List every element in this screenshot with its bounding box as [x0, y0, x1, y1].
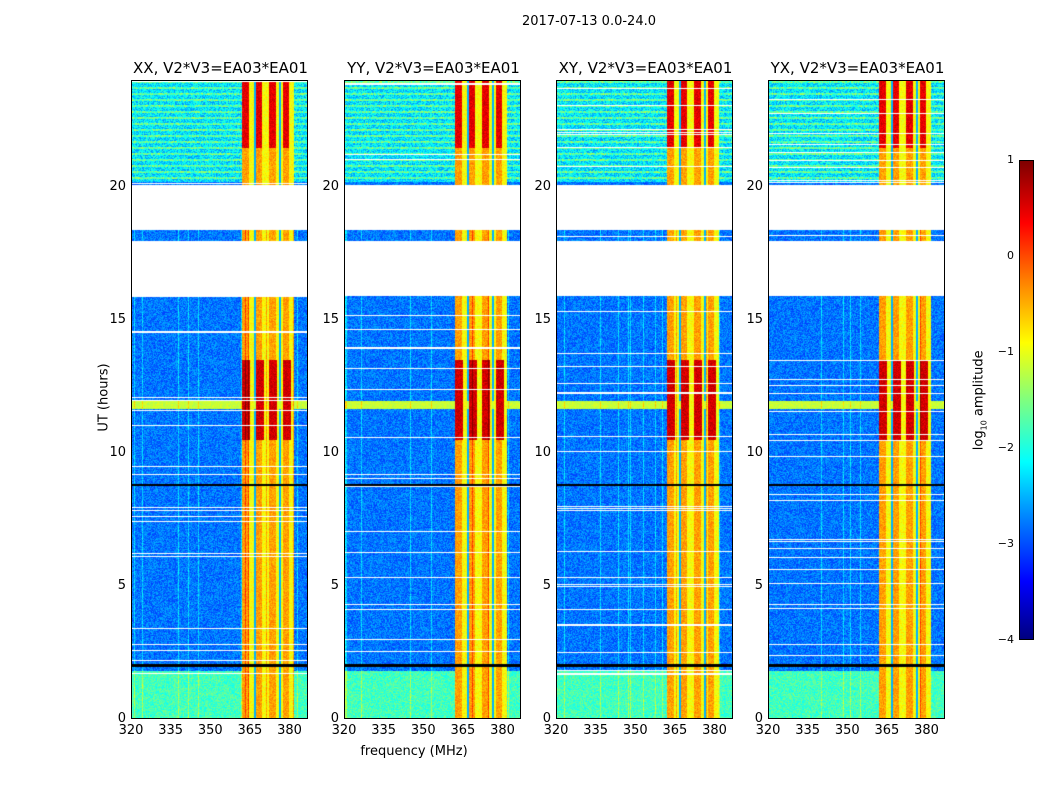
y-tick-label: 15: [746, 311, 763, 327]
x-tick-label: 335: [795, 723, 821, 738]
y-tick-label: 20: [534, 178, 551, 194]
heatmap-image: [557, 81, 732, 718]
y-tick-label: 0: [542, 711, 551, 726]
y-tick-label: 20: [746, 178, 763, 194]
x-tick-label: 320: [118, 723, 144, 738]
colorbar: [1019, 160, 1034, 640]
heatmap-image: [132, 81, 307, 718]
y-tick-label: 10: [109, 444, 126, 460]
colorbar-tick-label: 1: [1007, 153, 1014, 166]
y-tick-label: 20: [322, 178, 339, 194]
panel-1: YY, V2*V3=EA03*EA01: [344, 59, 521, 719]
y-tick-label: 10: [534, 444, 551, 460]
x-tick-label: 380: [490, 723, 515, 738]
x-tick-label: 365: [662, 723, 688, 738]
x-tick-label: 380: [277, 723, 302, 738]
x-tick-label: 380: [914, 723, 939, 738]
x-tick-label: 350: [622, 723, 648, 738]
x-tick-label: 335: [583, 723, 609, 738]
y-tick-label: 10: [746, 444, 763, 460]
panel-title: XX, V2*V3=EA03*EA01: [133, 59, 308, 77]
y-tick-label: 5: [542, 577, 551, 593]
figure-title: 2017-07-13 0.0-24.0: [522, 14, 656, 29]
x-tick-label: 365: [450, 723, 476, 738]
x-tick-label: 365: [237, 723, 263, 738]
y-tick-label: 5: [117, 577, 126, 593]
colorbar-tick-label: 0: [1007, 249, 1014, 262]
panel-0: XX, V2*V3=EA03*EA01: [131, 59, 308, 719]
x-axis-label: frequency (MHz): [360, 744, 468, 759]
x-tick-label: 335: [371, 723, 397, 738]
x-tick-label: 335: [158, 723, 184, 738]
panel-2: XY, V2*V3=EA03*EA01: [556, 59, 733, 719]
y-axis-label: UT (hours): [96, 363, 112, 432]
colorbar-tick-label: −3: [997, 537, 1014, 550]
x-tick-label: 320: [331, 723, 357, 738]
x-tick-label: 365: [874, 723, 900, 738]
y-tick-label: 0: [330, 711, 339, 726]
panel-title: XY, V2*V3=EA03*EA01: [558, 59, 733, 77]
y-tick-label: 0: [117, 711, 126, 726]
colorbar-tick-label: −1: [997, 345, 1014, 358]
x-tick-label: 350: [197, 723, 223, 738]
x-tick-label: 380: [702, 723, 727, 738]
heatmap-image: [345, 81, 520, 718]
panel-title: YY, V2*V3=EA03*EA01: [347, 59, 520, 77]
y-tick-label: 5: [330, 577, 339, 593]
colorbar-label: log10 amplitude: [971, 350, 989, 451]
y-tick-label: 5: [754, 577, 763, 593]
x-tick-label: 350: [834, 723, 860, 738]
y-tick-label: 10: [322, 444, 339, 460]
colorbar-tick-label: −2: [997, 441, 1014, 454]
heatmap-image: [769, 81, 944, 718]
y-tick-label: 15: [109, 311, 126, 327]
x-tick-label: 320: [755, 723, 781, 738]
y-tick-label: 20: [109, 178, 126, 194]
x-tick-label: 350: [410, 723, 436, 738]
y-tick-label: 0: [754, 711, 763, 726]
x-tick-label: 320: [543, 723, 569, 738]
panel-title: YX, V2*V3=EA03*EA01: [770, 59, 945, 77]
y-tick-label: 15: [322, 311, 339, 327]
y-tick-label: 15: [534, 311, 551, 327]
panel-3: YX, V2*V3=EA03*EA01: [768, 59, 945, 719]
colorbar-tick-label: −4: [997, 633, 1014, 646]
